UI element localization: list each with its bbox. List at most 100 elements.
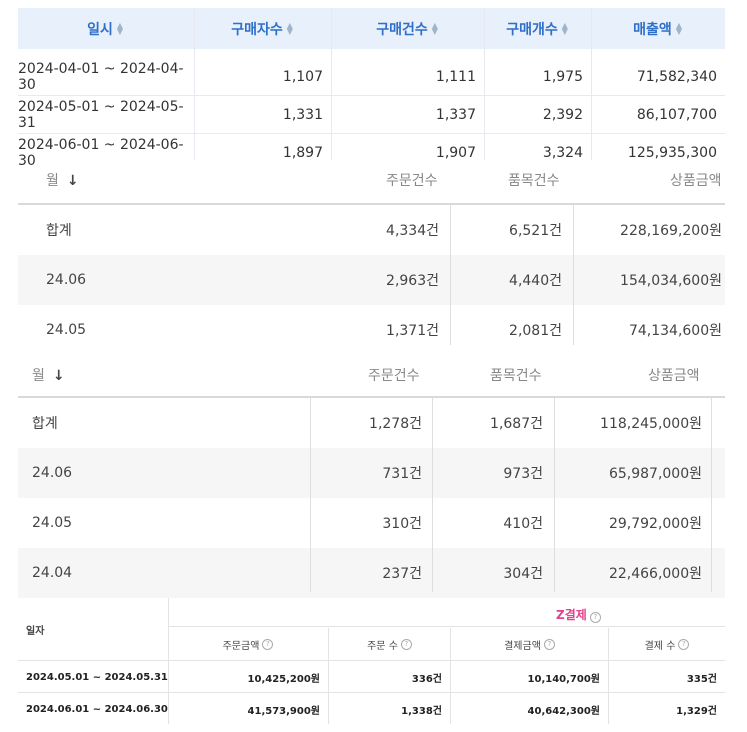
monthly-order-table: 월 ↓ 주문건수 품목건수 상품금액 합계 4,334건 6,521건 228,1… bbox=[18, 160, 725, 350]
help-icon[interactable]: ? bbox=[400, 638, 412, 650]
col-divider bbox=[331, 8, 332, 160]
col-header-month[interactable]: 월 ↓ bbox=[46, 170, 79, 190]
date-range-cell: 2024-05-01 ~ 2024-05-31 bbox=[18, 99, 184, 131]
z-pay-logo-icon: Z bbox=[556, 608, 565, 622]
col-header-amount: 상품금액 bbox=[648, 368, 700, 384]
payment-count-cell: 1,329건 bbox=[676, 705, 717, 717]
table-row: 24.06 731건 973건 65,987,000원 bbox=[18, 448, 725, 498]
col-divider bbox=[450, 628, 451, 724]
table-row: 24.04 237건 304건 22,466,000원 bbox=[18, 548, 725, 598]
row-divider bbox=[18, 133, 725, 134]
purchases-cell: 1,337 bbox=[435, 107, 476, 123]
col-header-label: 월 bbox=[32, 368, 45, 384]
sort-icon[interactable]: ▲ ▼ bbox=[561, 20, 568, 36]
month-cell: 합계 bbox=[46, 223, 72, 239]
col-header-payment-count: 결제 수? bbox=[609, 631, 725, 657]
amount-cell: 74,134,600원 bbox=[628, 323, 722, 339]
col-divider bbox=[591, 8, 592, 160]
order-amount-cell: 41,573,900원 bbox=[247, 705, 320, 717]
amount-cell: 228,169,200원 bbox=[620, 223, 722, 239]
items-cell: 6,521건 bbox=[509, 223, 562, 239]
items-cell: 304건 bbox=[503, 566, 543, 582]
subheader-label: 결제금액 bbox=[504, 640, 541, 652]
order-count-cell: 1,338건 bbox=[401, 705, 442, 717]
col-header-date: 일자 bbox=[26, 626, 45, 637]
col-header-purchases[interactable]: 구매건수 ▲ ▼ bbox=[332, 8, 484, 49]
sort-icon[interactable]: ▲ ▼ bbox=[286, 20, 293, 36]
col-header-label: 구매개수 bbox=[506, 21, 558, 38]
help-icon[interactable]: ? bbox=[589, 612, 601, 623]
help-icon[interactable]: ? bbox=[262, 638, 274, 650]
sort-icon[interactable]: ▲ ▼ bbox=[116, 20, 124, 36]
header-divider bbox=[168, 626, 725, 627]
col-divider bbox=[450, 205, 451, 345]
table-row: 합계 1,278건 1,687건 118,245,000원 bbox=[18, 398, 725, 448]
items-cell: 4,440건 bbox=[509, 273, 562, 289]
col-divider bbox=[711, 398, 712, 592]
sort-icon[interactable]: ▲ ▼ bbox=[675, 20, 682, 36]
month-cell: 24.06 bbox=[46, 272, 87, 288]
date-range-cell: 2024-06-01 ~ 2024-06-30 bbox=[18, 137, 184, 169]
month-cell: 24.05 bbox=[32, 515, 73, 531]
month-cell: 합계 bbox=[32, 416, 58, 432]
col-header-date[interactable]: 일시 ▲ ▼ bbox=[18, 8, 194, 49]
month-cell: 24.05 bbox=[46, 322, 87, 338]
col-divider bbox=[573, 205, 574, 345]
quantity-cell: 2,392 bbox=[542, 107, 583, 123]
row-divider bbox=[18, 95, 725, 96]
header-divider bbox=[18, 203, 725, 205]
help-icon[interactable]: ? bbox=[678, 638, 690, 650]
items-cell: 1,687건 bbox=[490, 416, 543, 432]
orders-cell: 1,278건 bbox=[369, 416, 422, 432]
col-divider bbox=[328, 628, 329, 724]
col-header-amount: 상품금액 bbox=[670, 173, 722, 189]
sort-down-arrow-icon[interactable]: ↓ bbox=[66, 173, 79, 189]
subheader-label: 주문 수 bbox=[367, 640, 398, 652]
sort-down-arrow-icon[interactable]: ↓ bbox=[52, 368, 65, 384]
col-header-payment-amount: 결제금액? bbox=[451, 631, 608, 657]
orders-cell: 1,371건 bbox=[386, 323, 439, 339]
col-header-month[interactable]: 월 ↓ bbox=[32, 365, 65, 385]
table-row: 24.06 2,963건 4,440건 154,034,600원 bbox=[18, 255, 725, 305]
col-divider bbox=[608, 628, 609, 724]
order-amount-cell: 10,425,200원 bbox=[247, 673, 320, 685]
col-divider bbox=[432, 398, 433, 592]
col-header-label: 구매자수 bbox=[231, 21, 283, 38]
col-header-label: 매출액 bbox=[633, 21, 672, 38]
col-header-label: 월 bbox=[46, 173, 59, 189]
date-range-cell: 2024.05.01 ~ 2024.05.31 bbox=[26, 671, 168, 683]
header-divider bbox=[18, 396, 725, 398]
col-header-orders: 주문건수 bbox=[368, 368, 420, 384]
sort-icon[interactable]: ▲ ▼ bbox=[431, 20, 438, 36]
purchases-cell: 1,111 bbox=[435, 69, 476, 85]
subheader-label: 주문금액 bbox=[222, 640, 260, 652]
date-range-cell: 2024.06.01 ~ 2024.06.30 bbox=[26, 703, 168, 715]
month-cell: 24.06 bbox=[32, 465, 73, 481]
col-divider bbox=[194, 8, 195, 160]
help-icon[interactable]: ? bbox=[543, 638, 555, 650]
payment-group-header: Z결제? bbox=[556, 606, 601, 623]
orders-cell: 310건 bbox=[382, 516, 422, 532]
col-header-buyers[interactable]: 구매자수 ▲ ▼ bbox=[195, 8, 331, 49]
col-header-items: 품목건수 bbox=[508, 173, 560, 189]
amount-cell: 22,466,000원 bbox=[608, 566, 702, 582]
payment-amount-cell: 10,140,700원 bbox=[527, 673, 600, 685]
col-header-label: 구매건수 bbox=[376, 21, 428, 38]
col-header-orders: 주문건수 bbox=[386, 173, 438, 189]
items-cell: 410건 bbox=[503, 516, 543, 532]
row-divider bbox=[18, 692, 725, 693]
amount-cell: 65,987,000원 bbox=[608, 466, 702, 482]
table-row: 합계 4,334건 6,521건 228,169,200원 bbox=[18, 205, 725, 255]
buyers-cell: 1,331 bbox=[282, 107, 323, 123]
amount-cell: 154,034,600원 bbox=[620, 273, 722, 289]
revenue-cell: 125,935,300 bbox=[627, 145, 717, 161]
items-cell: 2,081건 bbox=[509, 323, 562, 339]
order-count-cell: 336건 bbox=[411, 673, 442, 685]
group-header-label: 결제 bbox=[564, 608, 587, 622]
monthly-order-table-2: 월 ↓ 주문건수 품목건수 상품금액 합계 1,278건 1,687건 118,2… bbox=[18, 355, 725, 598]
col-divider bbox=[310, 398, 311, 592]
col-header-quantity[interactable]: 구매개수 ▲ ▼ bbox=[485, 8, 591, 49]
table-row: 24.05 1,371건 2,081건 74,134,600원 bbox=[18, 305, 725, 355]
col-divider bbox=[484, 8, 485, 160]
col-header-revenue[interactable]: 매출액 ▲ ▼ bbox=[592, 8, 725, 49]
